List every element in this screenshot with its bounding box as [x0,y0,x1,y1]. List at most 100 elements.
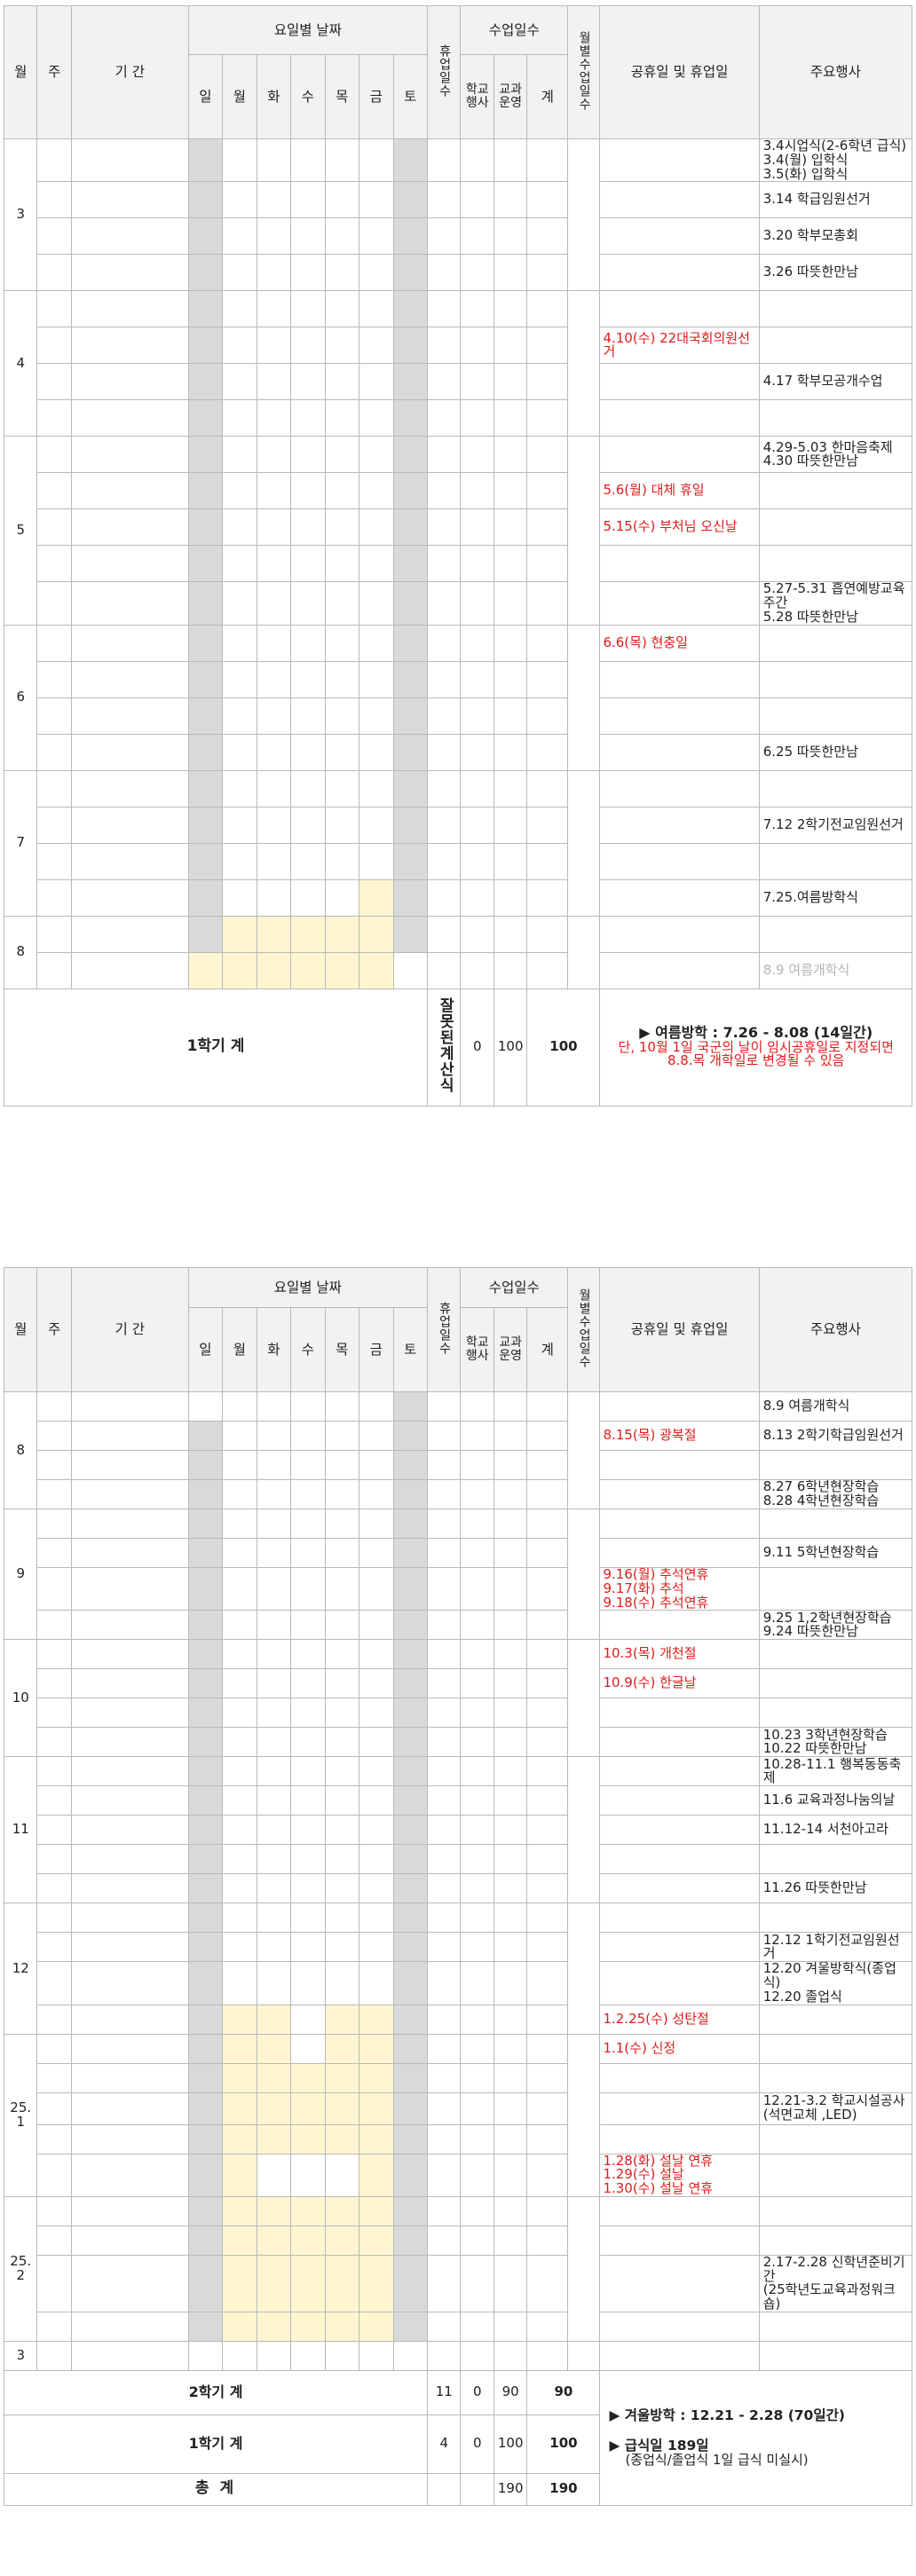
date-cell-tue [256,1391,292,1422]
date-cell-fri [359,1668,394,1699]
curriculum-days [493,624,528,662]
date-cell-wed [290,1610,326,1641]
date-cell-wed [290,1698,326,1729]
semester2-body: 8 8.9 여름개학식 8.15(목) 광복절 8.13 2학기학급임원선거 8.27 … [3,1391,913,2371]
date-cell-sat [392,1815,429,1846]
date-cell-fri [359,138,394,183]
date-cell-tue [256,697,292,735]
week-number [36,1509,72,1539]
holiday-note [599,1932,760,1963]
curriculum-days [493,769,528,807]
curriculum-days [493,697,528,735]
curriculum-days [493,181,528,219]
holiday-count [427,806,462,844]
holiday-note [599,697,760,735]
period-range [70,290,189,328]
period-range [70,806,189,844]
week-number [36,915,72,953]
week-total [526,1932,568,1963]
period-range [70,2195,189,2226]
date-cell-fri [359,2254,394,2312]
holiday-note: 10.9(수) 한글날 [599,1668,760,1699]
period-range [70,1479,189,1509]
school-event-days [460,842,494,880]
week-total [526,2004,568,2035]
week-total [526,2340,568,2371]
holiday-note [599,290,760,328]
monthly-class-days [566,624,601,771]
date-cell-mon [222,436,257,474]
date-cell-thu [324,2195,360,2226]
date-cell-sat [392,217,429,256]
date-cell-sun [187,769,224,807]
school-event-days [460,254,494,292]
date-cell-fri [359,2340,394,2371]
header2-holidays: 공휴일 및 휴업일 [599,1267,760,1392]
school-event-days [460,138,494,183]
week-number [36,1961,72,2005]
date-cell-sun [187,508,224,547]
event-note: 12.21-3.2 학교시설공사 (석면교체 ,LED) [758,2092,913,2125]
date-cell-wed [290,290,326,328]
date-cell-fri [359,769,394,807]
week-number [36,545,72,583]
date-cell-sat [392,2123,429,2155]
table-row: 8 8.9 여름개학식 [3,1391,913,1509]
month-cell: 8 [3,915,38,989]
date-cell-sat [392,1450,429,1480]
date-cell-mon [222,1727,257,1758]
week-total [526,2254,568,2312]
date-cell-wed [290,1932,326,1963]
date-cell-sun [187,842,224,880]
period-range [70,1421,189,1451]
holiday-note [599,1698,760,1729]
semester2-summary-label: 2학기 계 [3,2369,429,2415]
table-row [4,399,913,437]
week-number [36,2123,72,2155]
school-event-days [460,878,494,917]
table-row [4,2311,913,2342]
date-cell-sun [187,1756,224,1787]
table-row: 1.2.25(수) 성탄절 [4,2004,913,2035]
date-cell-mon [222,1932,257,1963]
curriculum-days [493,2033,528,2064]
header-day-mon: 월 [222,54,257,139]
date-cell-fri [359,951,394,989]
date-cell-wed [290,1815,326,1846]
holiday-note [599,1450,760,1480]
date-cell-thu [324,2340,360,2371]
event-note [758,624,913,662]
period-range [70,660,189,698]
week-total [526,878,568,917]
date-cell-fri [359,1815,394,1846]
date-cell-sat [392,254,429,292]
curriculum-days [493,660,528,698]
date-cell-thu [324,217,360,256]
curriculum-days [493,2123,528,2155]
date-cell-sat [392,1873,429,1904]
table-row: 4.17 학부모공개수업 [4,363,913,401]
date-cell-wed [290,545,326,583]
date-cell-thu [324,1844,360,1875]
month-cell: 7 [3,769,38,917]
event-note: 10.28-11.1 행복동동축제 [758,1756,913,1787]
week-total [526,181,568,219]
period-range [70,878,189,917]
holiday-count [427,2092,462,2125]
school-event-days [460,1756,494,1787]
date-cell-sat [392,2062,429,2093]
date-cell-fri [359,2033,394,2064]
week-number [36,1668,72,1699]
holiday-count [427,1450,462,1480]
date-cell-wed [290,1902,326,1934]
date-cell-sun [187,545,224,583]
school-event-days [460,1698,494,1729]
holiday-count [427,2195,462,2226]
semester2-summary-curriculum: 90 [493,2369,528,2415]
week-number [36,2340,72,2371]
date-cell-thu [324,1610,360,1641]
holiday-note [599,1815,760,1846]
date-cell-fri [359,1509,394,1539]
date-cell-sat [392,2004,429,2035]
date-cell-thu [324,545,360,583]
